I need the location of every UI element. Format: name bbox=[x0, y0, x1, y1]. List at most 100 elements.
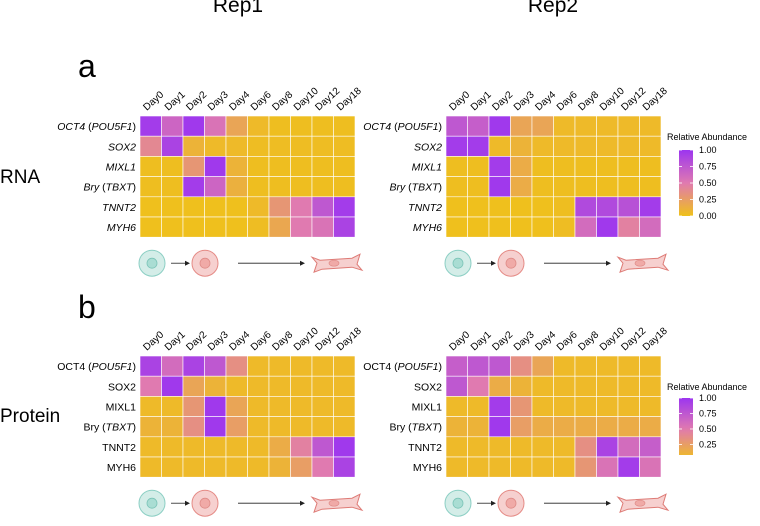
legend-tick-label: 0.75 bbox=[699, 408, 717, 418]
column-label-day1: Day1 bbox=[163, 329, 188, 353]
heat-cell-r3-c9 bbox=[639, 176, 662, 198]
heat-cell-r4-c7 bbox=[290, 436, 313, 458]
protein-name: SOX2 bbox=[414, 381, 442, 393]
heat-cell-r5-c4 bbox=[531, 456, 554, 478]
column-label-day4: Day4 bbox=[227, 329, 252, 353]
heat-cell-r4-c6 bbox=[268, 196, 291, 218]
heat-cell-r1-c2 bbox=[488, 375, 511, 397]
heat-cell-r4-c9 bbox=[333, 196, 356, 218]
heatmap-panels: Day0Day1Day2Day3Day4Day6Day8Day10Day12Da… bbox=[57, 85, 747, 517]
heat-cell-r0-c9 bbox=[333, 115, 356, 137]
heat-cell-r4-c8 bbox=[311, 436, 334, 458]
cardiomyocyte-nucleus-icon bbox=[634, 259, 646, 267]
heat-cell-r4-c7 bbox=[290, 196, 313, 218]
gene-name: TNNT2 bbox=[408, 202, 442, 214]
column-label-day18: Day18 bbox=[335, 85, 364, 113]
long-arrow-head-icon bbox=[300, 260, 305, 266]
heat-cell-r4-c3 bbox=[510, 196, 533, 218]
heat-cell-r1-c7 bbox=[596, 375, 619, 397]
heat-cell-r4-c3 bbox=[204, 436, 227, 458]
legend-tick-label: 0.25 bbox=[699, 195, 717, 205]
column-label-day6: Day6 bbox=[249, 89, 274, 113]
heat-cell-r5-c5 bbox=[247, 456, 270, 478]
gene-alias: POU5F1 bbox=[398, 361, 439, 373]
paren-open: ( bbox=[99, 182, 106, 194]
legend-title: Relative Abundance bbox=[667, 382, 747, 392]
heat-cell-r2-c5 bbox=[247, 396, 270, 417]
heat-cell-r4-c5 bbox=[553, 436, 576, 458]
heat-cell-r1-c4 bbox=[531, 135, 554, 157]
heat-cell-r5-c0 bbox=[445, 456, 468, 478]
heat-cell-r1-c4 bbox=[531, 375, 554, 397]
column-label-day2: Day2 bbox=[490, 89, 515, 113]
heat-cell-r2-c9 bbox=[639, 156, 662, 177]
heat-cell-r1-c5 bbox=[553, 375, 576, 397]
heat-cell-r1-c8 bbox=[617, 375, 640, 397]
heat-cell-r5-c1 bbox=[161, 216, 184, 238]
row-label-1: SOX2 bbox=[414, 381, 442, 393]
rep1-title: Rep1 bbox=[213, 0, 263, 17]
heat-cell-r3-c7 bbox=[596, 416, 619, 438]
paren-open: ( bbox=[405, 182, 412, 194]
heat-cell-r0-c7 bbox=[596, 355, 619, 377]
heat-cell-r0-c3 bbox=[510, 115, 533, 137]
heat-cell-r1-c0 bbox=[445, 375, 468, 397]
heat-cell-r5-c6 bbox=[574, 456, 597, 478]
row-label-3: Bry (TBXT) bbox=[389, 422, 442, 434]
heat-cell-r1-c1 bbox=[161, 135, 184, 157]
heat-cell-r5-c3 bbox=[510, 216, 533, 238]
heat-cell-r3-c5 bbox=[247, 176, 270, 198]
heat-cell-r2-c2 bbox=[182, 156, 205, 177]
paren-close: ) bbox=[439, 121, 443, 133]
heat-cell-r5-c5 bbox=[553, 216, 576, 238]
protein-name: OCT4 ( bbox=[363, 361, 398, 373]
heat-cell-r5-c1 bbox=[467, 456, 490, 478]
heat-cell-r0-c3 bbox=[510, 355, 533, 377]
heat-cell-r4-c5 bbox=[553, 196, 576, 218]
column-label-day3: Day3 bbox=[206, 329, 231, 353]
row-label-4: TNNT2 bbox=[408, 442, 442, 454]
heat-cell-r1-c7 bbox=[596, 135, 619, 157]
heat-cell-r0-c9 bbox=[639, 115, 662, 137]
heat-cell-r2-c4 bbox=[225, 396, 248, 417]
heat-cell-r1-c1 bbox=[467, 135, 490, 157]
legend-tick-label: 0.00 bbox=[699, 211, 717, 221]
stem-cell-nucleus-icon bbox=[452, 257, 464, 269]
column-label-day18: Day18 bbox=[641, 85, 670, 113]
protein-name: TNNT2 bbox=[102, 442, 136, 454]
heat-cell-r3-c0 bbox=[139, 176, 162, 198]
protein-name: Bry ( bbox=[389, 422, 412, 434]
heat-cell-r1-c0 bbox=[139, 135, 162, 157]
row-label-2: MIXL1 bbox=[412, 402, 443, 414]
heat-cell-r4-c1 bbox=[161, 196, 184, 218]
heat-cell-r3-c2 bbox=[488, 416, 511, 438]
gene-name: TNNT2 bbox=[102, 202, 136, 214]
gene-name: MYH6 bbox=[413, 222, 442, 234]
heat-cell-r2-c0 bbox=[139, 156, 162, 177]
protein-rep1-heatmap: Day0Day1Day2Day3Day4Day6Day8Day10Day12Da… bbox=[57, 325, 364, 517]
column-label-day0: Day0 bbox=[447, 329, 472, 353]
heat-cell-r2-c3 bbox=[204, 156, 227, 177]
row-label-5: MYH6 bbox=[107, 462, 136, 474]
row-label-0: OCT4 (POU5F1) bbox=[57, 361, 136, 373]
heat-cell-r0-c2 bbox=[488, 115, 511, 137]
heat-cell-r1-c2 bbox=[182, 135, 205, 157]
heat-cell-r0-c0 bbox=[139, 115, 162, 137]
column-label-day4: Day4 bbox=[227, 89, 252, 113]
gene-name: OCT4 bbox=[57, 121, 85, 133]
heat-cell-r1-c3 bbox=[204, 135, 227, 157]
heat-cell-r3-c6 bbox=[574, 416, 597, 438]
paren-close: ) bbox=[133, 121, 137, 133]
heat-cell-r4-c4 bbox=[225, 436, 248, 458]
legend-tick-label: 0.50 bbox=[699, 424, 717, 434]
legend-tick-label: 1.00 bbox=[699, 145, 717, 155]
heat-cell-r5-c6 bbox=[268, 456, 291, 478]
column-label-day1: Day1 bbox=[163, 89, 188, 113]
heat-cell-r1-c6 bbox=[268, 135, 291, 157]
long-arrow-head-icon bbox=[300, 500, 305, 506]
heat-cell-r3-c6 bbox=[268, 416, 291, 438]
heat-cell-r4-c0 bbox=[139, 436, 162, 458]
gene-name: SOX2 bbox=[414, 141, 442, 153]
gene-alias: TBXT bbox=[106, 182, 134, 194]
heat-cell-r4-c2 bbox=[182, 436, 205, 458]
